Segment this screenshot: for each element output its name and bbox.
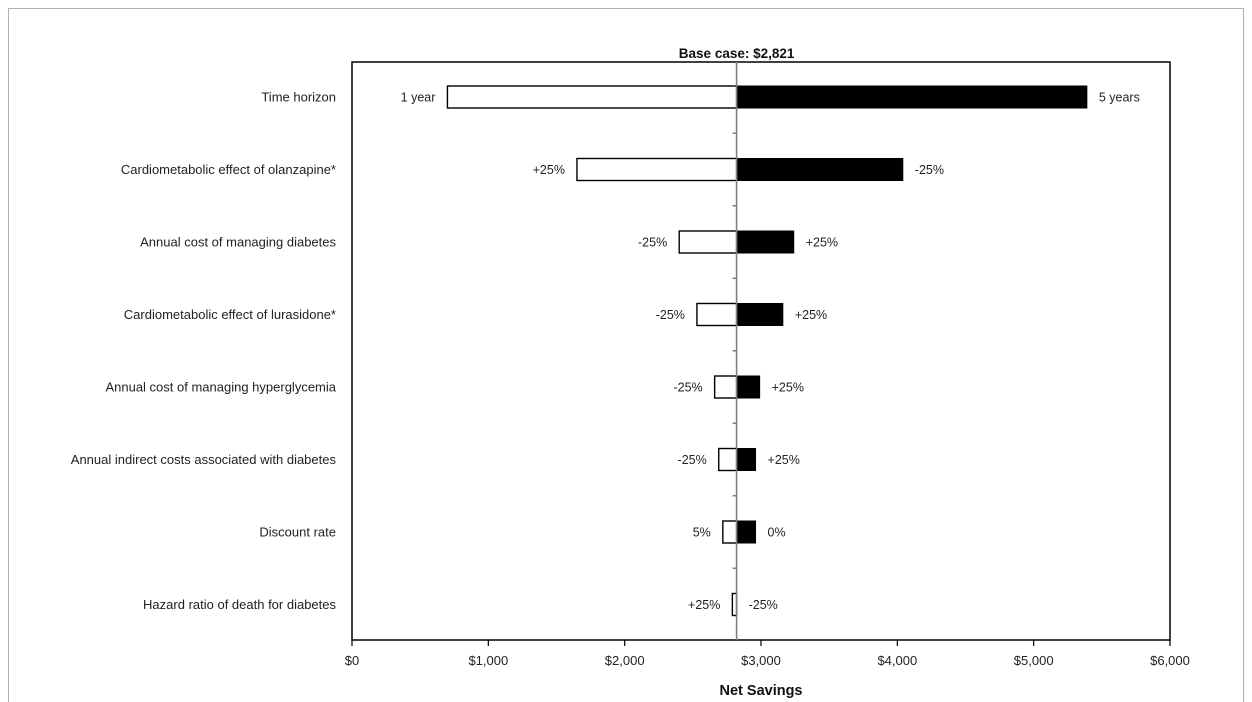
category-label: Annual indirect costs associated with di… — [71, 452, 337, 467]
bar-low — [713, 375, 738, 399]
x-tick-label: $4,000 — [877, 653, 917, 668]
bar-high-label: -25% — [915, 163, 944, 177]
category-label: Cardiometabolic effect of lurasidone* — [124, 307, 336, 322]
axis-ticks: $0 $1,000 $2,000 $3,000 $4,000 $5,000 $6,000 — [345, 132, 1190, 668]
chart-frame — [8, 8, 1244, 702]
bar-labels: 1 year 5 years +25% -25% -25% +25% -25% +25% -25… — [401, 91, 1140, 613]
bar-low — [722, 520, 738, 544]
bar-high — [736, 448, 757, 471]
bar-high-label: 0% — [768, 526, 786, 540]
bar-low — [718, 447, 738, 472]
category-label: Cardiometabolic effect of olanzapine* — [121, 162, 336, 177]
bar-low-label: -25% — [638, 236, 667, 250]
x-tick-label: $5,000 — [1014, 653, 1054, 668]
bar-high — [736, 230, 795, 254]
bar-low — [446, 85, 738, 109]
bars — [446, 85, 1088, 617]
category-label: Hazard ratio of death for diabetes — [143, 597, 336, 612]
bar-low — [696, 302, 738, 327]
bar-high-label: +25% — [768, 453, 800, 467]
x-tick-label: $6,000 — [1150, 653, 1190, 668]
bar-low — [576, 157, 738, 182]
plot-area — [351, 61, 1171, 641]
category-label: Time horizon — [261, 90, 336, 105]
category-label: Annual cost of managing hyperglycemia — [105, 380, 336, 395]
bar-high — [736, 158, 904, 181]
bar-low-label: +25% — [688, 598, 720, 612]
bar-low-label: 5% — [693, 526, 711, 540]
bar-low-label: -25% — [673, 381, 702, 395]
x-tick-label: $1,000 — [468, 653, 508, 668]
bar-high — [736, 303, 784, 326]
x-axis-label: Net Savings — [720, 683, 803, 699]
category-labels: Time horizon Cardiometabolic effect of ol… — [71, 90, 337, 613]
x-tick-label: $2,000 — [605, 653, 645, 668]
bar-low — [678, 230, 738, 254]
x-tick-label: $0 — [345, 653, 359, 668]
bar-low-label: +25% — [533, 163, 565, 177]
category-label: Discount rate — [259, 525, 336, 540]
bar-high-label: +25% — [806, 236, 838, 250]
bar-high-label: +25% — [772, 381, 804, 395]
bar-high — [736, 85, 1088, 109]
bar-low-label: 1 year — [401, 91, 436, 105]
bar-low-label: -25% — [656, 308, 685, 322]
chart-title: Base case: $2,821 — [679, 46, 795, 61]
bar-high — [736, 520, 757, 544]
bar-high-label: -25% — [749, 598, 778, 612]
category-label: Annual cost of managing diabetes — [140, 235, 336, 250]
bar-high — [736, 375, 761, 399]
bar-high-label: 5 years — [1099, 91, 1140, 105]
bar-high-label: +25% — [795, 308, 827, 322]
bar-low-label: -25% — [678, 453, 707, 467]
x-tick-label: $3,000 — [741, 653, 781, 668]
